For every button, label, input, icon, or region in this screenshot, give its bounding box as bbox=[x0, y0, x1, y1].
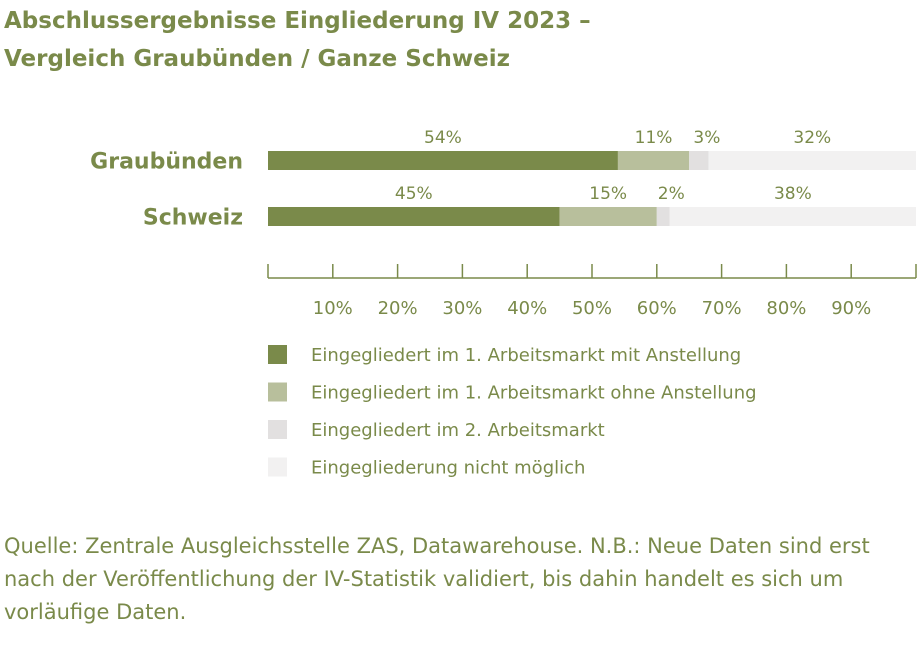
data-label-1-1: 15% bbox=[589, 184, 627, 204]
data-label-0-3: 32% bbox=[793, 128, 831, 148]
category-label-1: Schweiz bbox=[143, 206, 243, 231]
data-label-0-1: 11% bbox=[635, 128, 673, 148]
bar-segment-0-1 bbox=[617, 151, 690, 170]
legend-label-1: Eingegliedert im 1. Arbeitsmarkt ohne An… bbox=[311, 383, 757, 404]
data-label-0-0: 54% bbox=[424, 128, 462, 148]
legend-swatch-0 bbox=[268, 345, 287, 364]
bar-segment-0-2 bbox=[689, 151, 709, 170]
bar-segment-1-2 bbox=[656, 207, 670, 226]
x-tick-label-8: 90% bbox=[831, 298, 871, 319]
x-tick-label-2: 30% bbox=[442, 298, 482, 319]
bars-layer: Graubünden 54% 11% 3% 32% Schweiz 45% 15% 2% 38% bbox=[90, 128, 916, 231]
legend-swatch-1 bbox=[268, 382, 287, 402]
x-tick-label-4: 50% bbox=[572, 298, 612, 319]
bar-segment-1-3 bbox=[669, 207, 916, 226]
legend-swatch-2 bbox=[268, 420, 287, 439]
source-note: Quelle: Zentrale Ausgleichsstelle ZAS, D… bbox=[4, 534, 870, 624]
data-label-1-0: 45% bbox=[395, 184, 433, 204]
category-label-0: Graubünden bbox=[90, 150, 243, 175]
data-label-1-3: 38% bbox=[774, 184, 812, 204]
x-tick-label-5: 60% bbox=[637, 298, 677, 319]
data-label-0-2: 3% bbox=[693, 128, 720, 148]
bar-segment-0-0 bbox=[268, 151, 618, 170]
chart-title-line-1: Abschlussergebnisse Eingliederung IV 202… bbox=[4, 8, 591, 34]
x-tick-label-7: 80% bbox=[766, 298, 806, 319]
x-tick-label-3: 40% bbox=[507, 298, 547, 319]
x-axis: 10% 20% 30% 40% 50% 60% 70% 80% 90% bbox=[267, 264, 917, 319]
x-tick-label-6: 70% bbox=[702, 298, 742, 319]
legend-label-3: Eingegliederung nicht möglich bbox=[311, 458, 585, 479]
chart-title-line-2: Vergleich Graubünden / Ganze Schweiz bbox=[4, 46, 510, 72]
bar-segment-1-0 bbox=[268, 207, 560, 226]
legend-swatch-3 bbox=[268, 457, 287, 477]
legend-label-2: Eingegliedert im 2. Arbeitsmarkt bbox=[311, 420, 605, 441]
legend: Eingegliedert im 1. Arbeitsmarkt mit Ans… bbox=[268, 345, 757, 479]
x-tick-label-0: 10% bbox=[313, 298, 353, 319]
chart-title: Abschlussergebnisse Eingliederung IV 202… bbox=[4, 2, 591, 78]
x-tick-label-1: 20% bbox=[378, 298, 418, 319]
bar-segment-0-3 bbox=[708, 151, 916, 170]
data-label-1-2: 2% bbox=[658, 184, 685, 204]
bar-segment-1-1 bbox=[559, 207, 657, 226]
legend-label-0: Eingegliedert im 1. Arbeitsmarkt mit Ans… bbox=[311, 345, 741, 366]
